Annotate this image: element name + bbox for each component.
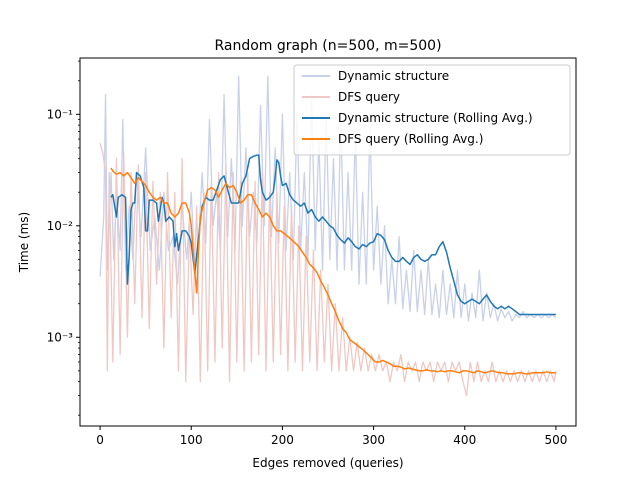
x-tick-label: 200	[271, 433, 294, 447]
legend: Dynamic structure DFS query Dynamic struct…	[293, 64, 571, 156]
series-line-dfs-query	[99, 143, 557, 397]
legend-label-dynamic-structure: Dynamic structure	[338, 69, 449, 83]
legend-box	[293, 64, 571, 156]
y-tick-label: 10⁻³	[47, 330, 74, 344]
legend-label-dynamic-structure-rolling-avg: Dynamic structure (Rolling Avg.)	[338, 111, 533, 125]
legend-label-dfs-query-rolling-avg: DFS query (Rolling Avg.)	[338, 132, 483, 146]
x-axis-ticks: 0 100 200 300 400 500	[96, 426, 567, 447]
series-line-dynamic-structure-rolling-avg	[110, 154, 556, 316]
y-axis-ticks: 10⁻³ 10⁻² 10⁻¹	[47, 60, 80, 416]
series-line-dfs-query-rolling-avg	[110, 167, 556, 375]
x-tick-label: 0	[96, 433, 104, 447]
y-tick-label: 10⁻¹	[47, 107, 74, 121]
y-tick-label: 10⁻²	[47, 219, 74, 233]
x-axis-label: Edges removed (queries)	[252, 456, 403, 470]
chart-title: Random graph (n=500, m=500)	[214, 38, 441, 54]
x-tick-label: 500	[544, 433, 567, 447]
plot-frame	[79, 57, 577, 427]
series-layer	[99, 75, 557, 397]
x-tick-label: 300	[362, 433, 385, 447]
x-tick-label: 100	[180, 433, 203, 447]
y-axis-label: Time (ms)	[17, 212, 31, 274]
x-tick-label: 400	[453, 433, 476, 447]
legend-label-dfs-query: DFS query	[338, 90, 400, 104]
